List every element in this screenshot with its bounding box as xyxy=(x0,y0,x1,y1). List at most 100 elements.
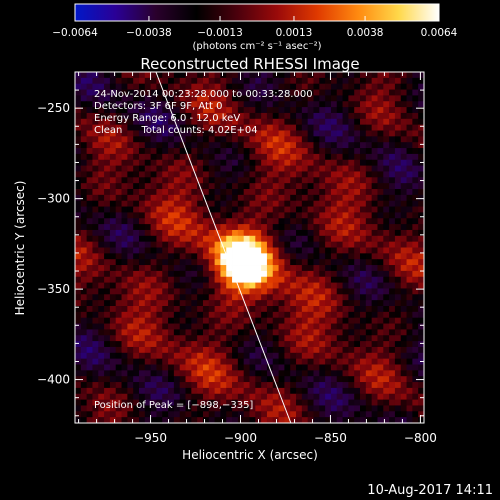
heatmap-cell xyxy=(98,206,105,213)
heatmap-cell xyxy=(313,206,320,213)
heatmap-cell xyxy=(389,165,396,172)
heatmap-cell xyxy=(191,218,198,225)
heatmap-cell xyxy=(237,229,245,237)
heatmap-cell xyxy=(127,194,134,202)
heatmap-cell xyxy=(255,200,262,207)
heatmap-cell xyxy=(179,77,186,85)
heatmap-cell xyxy=(98,224,105,231)
heatmap-cell xyxy=(365,300,373,307)
heatmap-cell xyxy=(162,118,169,126)
heatmap-cell xyxy=(360,159,367,166)
heatmap-cell xyxy=(389,95,396,102)
heatmap-cell xyxy=(348,148,355,155)
heatmap-cell xyxy=(104,194,111,202)
heatmap-cell xyxy=(418,341,424,348)
heatmap-cell xyxy=(418,130,424,137)
heatmap-cell xyxy=(400,89,407,96)
heatmap-cell xyxy=(179,259,186,266)
heatmap-cell xyxy=(336,387,343,395)
heatmap-cell xyxy=(115,335,122,342)
heatmap-cell xyxy=(104,95,111,102)
heatmap-cell xyxy=(232,341,239,348)
heatmap-cell xyxy=(156,171,163,178)
heatmap-cell xyxy=(144,171,152,178)
heatmap-cell xyxy=(272,393,279,400)
heatmap-cell xyxy=(121,288,128,295)
heatmap-cell xyxy=(272,376,279,383)
heatmap-cell xyxy=(226,364,233,371)
heatmap-cell xyxy=(121,83,128,90)
heatmap-cell xyxy=(185,212,192,219)
heatmap-cell xyxy=(313,218,320,225)
heatmap-cell xyxy=(290,177,297,184)
heatmap-cell xyxy=(261,376,268,383)
heatmap-cell xyxy=(342,136,349,143)
heatmap-cell xyxy=(156,177,163,184)
heatmap-cell xyxy=(173,235,181,243)
heatmap-cell xyxy=(365,200,373,207)
heatmap-cell xyxy=(197,382,204,389)
heatmap-cell xyxy=(109,153,117,161)
heatmap-cell xyxy=(138,95,146,102)
heatmap-cell xyxy=(214,376,221,383)
heatmap-cell xyxy=(168,323,175,330)
heatmap-cell xyxy=(208,206,215,213)
heatmap-cell xyxy=(389,259,396,266)
heatmap-cell xyxy=(232,171,239,178)
heatmap-cell xyxy=(354,294,361,301)
heatmap-cell xyxy=(383,77,390,85)
heatmap-cell xyxy=(150,159,157,166)
heatmap-cell xyxy=(133,253,140,260)
heatmap-cell xyxy=(418,142,424,149)
heatmap-cell xyxy=(406,300,413,307)
heatmap-cell xyxy=(313,387,320,395)
heatmap-cell xyxy=(301,352,309,360)
heatmap-cell xyxy=(202,364,210,371)
heatmap-cell xyxy=(290,317,297,324)
heatmap-cell xyxy=(220,148,227,155)
heatmap-cell xyxy=(319,276,326,283)
heatmap-cell xyxy=(138,306,146,313)
heatmap-cell xyxy=(418,148,424,155)
heatmap-cell xyxy=(354,335,361,342)
heatmap-cell xyxy=(255,112,262,120)
heatmap-cell xyxy=(296,101,303,108)
heatmap-cell xyxy=(115,95,122,102)
heatmap-cell xyxy=(127,235,134,243)
heatmap-cell xyxy=(284,270,291,278)
heatmap-cell xyxy=(389,142,396,149)
heatmap-cell xyxy=(156,136,163,143)
heatmap-cell xyxy=(394,89,402,96)
heatmap-cell xyxy=(371,229,378,237)
heatmap-cell xyxy=(377,270,384,278)
heatmap-cell xyxy=(313,364,320,371)
heatmap-cell xyxy=(98,393,105,400)
heatmap-cell xyxy=(75,405,82,412)
heatmap-cell xyxy=(127,83,134,90)
heatmap-cell xyxy=(115,341,122,348)
heatmap-cell xyxy=(307,387,314,395)
heatmap-cell xyxy=(98,165,105,172)
heatmap-cell xyxy=(115,276,122,283)
heatmap-cell xyxy=(144,177,152,184)
heatmap-cell xyxy=(307,346,314,354)
heatmap-cell xyxy=(179,288,186,295)
heatmap-cell xyxy=(307,364,314,371)
heatmap-cell xyxy=(173,370,181,377)
heatmap-cell xyxy=(266,306,274,313)
heatmap-cell xyxy=(109,341,117,348)
heatmap-cell xyxy=(179,276,186,283)
heatmap-cell xyxy=(232,376,239,383)
heatmap-cell xyxy=(138,136,146,143)
heatmap-cell xyxy=(185,399,192,406)
heatmap-cell xyxy=(301,411,309,418)
heatmap-cell xyxy=(354,95,361,102)
heatmap-cell xyxy=(383,253,390,260)
heatmap-cell xyxy=(290,218,297,225)
heatmap-cell xyxy=(330,165,338,172)
heatmap-cell xyxy=(208,83,215,90)
heatmap-cell xyxy=(249,265,256,272)
heatmap-cell xyxy=(330,72,338,79)
heatmap-cell xyxy=(86,148,93,155)
heatmap-cell xyxy=(92,101,99,108)
